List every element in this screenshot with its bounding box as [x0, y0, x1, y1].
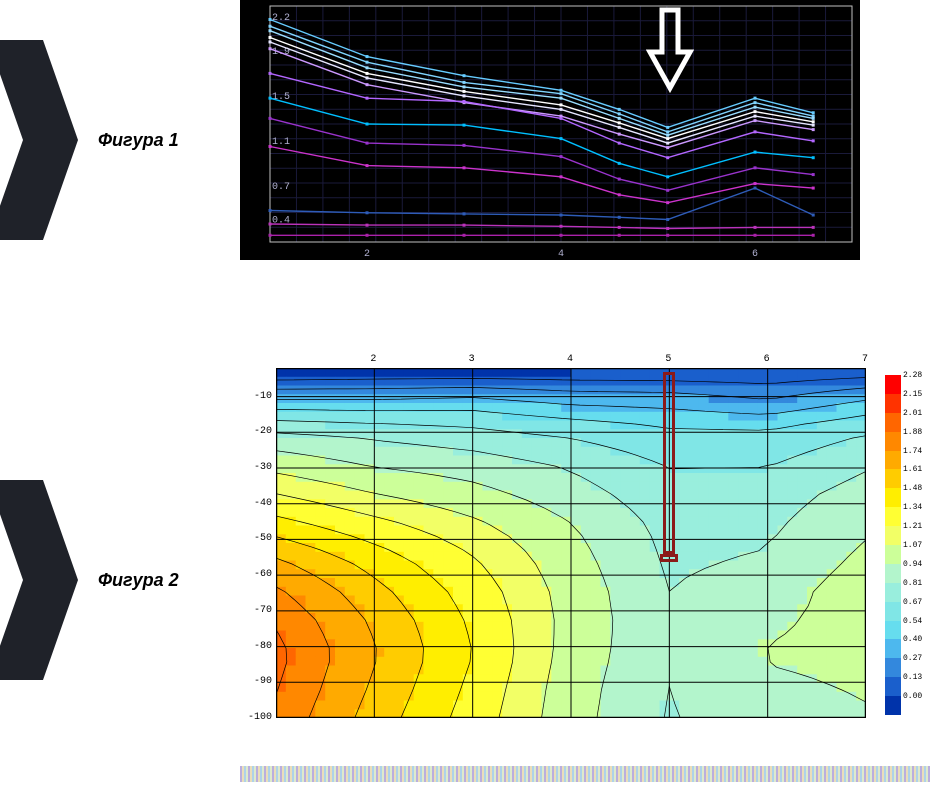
- svg-text:2.2: 2.2: [272, 13, 290, 24]
- vertical-marker-foot: [660, 554, 678, 562]
- vertical-marker: [663, 372, 675, 554]
- svg-text:6: 6: [752, 249, 758, 260]
- svg-text:1.1: 1.1: [272, 137, 290, 148]
- chevron-icon: [0, 480, 78, 680]
- colorbar: 2.282.152.011.881.741.611.481.341.211.07…: [885, 375, 940, 715]
- svg-text:0.7: 0.7: [272, 182, 290, 193]
- noise-strip: [240, 766, 930, 782]
- svg-text:2: 2: [364, 249, 370, 260]
- figure1-chart: 0.40.71.11.51.92.2246: [240, 0, 860, 260]
- figure2-chart: 2.282.152.011.881.741.611.481.341.211.07…: [240, 350, 940, 740]
- heatmap-plot: [276, 368, 866, 718]
- svg-text:4: 4: [558, 249, 564, 260]
- figure1-label: Фигура 1: [98, 130, 179, 151]
- fig2-label-block: Фигура 2: [0, 480, 179, 680]
- fig1-label-block: Фигура 1: [0, 40, 179, 240]
- chevron-icon: [0, 40, 78, 240]
- figure2-label: Фигура 2: [98, 570, 179, 591]
